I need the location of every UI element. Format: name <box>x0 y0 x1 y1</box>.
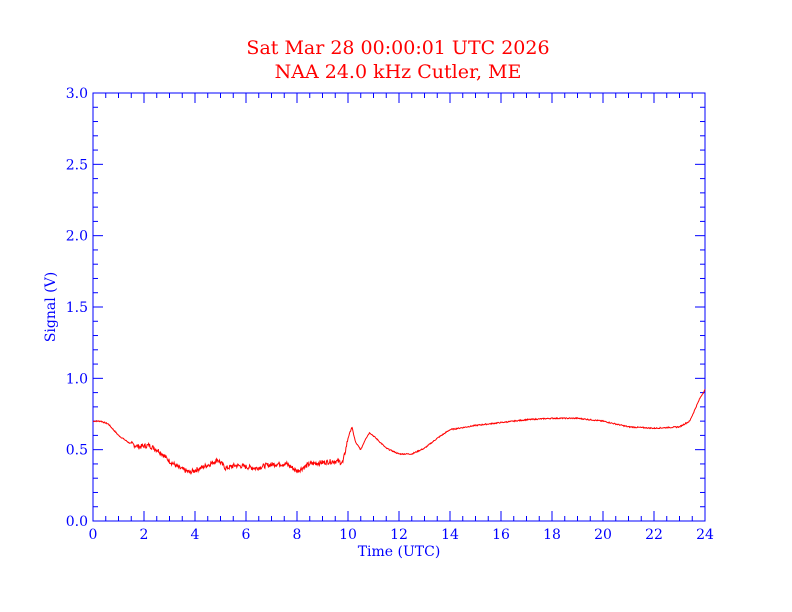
x-tick-label: 0 <box>89 527 98 543</box>
x-tick-label: 20 <box>594 527 612 543</box>
y-axis-label: Signal (V) <box>43 272 59 342</box>
x-tick-label: 4 <box>191 527 200 543</box>
x-tick-label: 24 <box>696 527 714 543</box>
x-tick-label: 2 <box>140 527 149 543</box>
y-tick-label: 0.5 <box>66 443 88 459</box>
x-tick-label: 22 <box>645 527 663 543</box>
y-tick-labels: 0.0 0.5 1.0 1.5 2.0 2.5 3.0 <box>66 86 88 530</box>
chart-subtitle: NAA 24.0 kHz Cutler, ME <box>275 61 522 83</box>
x-tick-label: 18 <box>543 527 561 543</box>
y-tick-label: 1.5 <box>66 300 88 316</box>
y-tick-label: 2.0 <box>66 229 88 245</box>
x-tick-label: 8 <box>293 527 302 543</box>
y-tick-label: 3.0 <box>66 86 88 102</box>
y-tick-label: 0.0 <box>66 514 88 530</box>
signal-series-line <box>93 389 706 475</box>
tick-marks <box>92 92 706 522</box>
x-tick-label: 12 <box>390 527 408 543</box>
chart-title: Sat Mar 28 00:00:01 UTC 2026 <box>246 37 549 59</box>
x-tick-label: 6 <box>242 527 251 543</box>
x-tick-label: 14 <box>441 527 459 543</box>
x-tick-label: 16 <box>492 527 510 543</box>
x-tick-label: 10 <box>339 527 357 543</box>
x-axis-label: Time (UTC) <box>358 544 441 560</box>
x-tick-labels: 0 2 4 6 8 10 12 14 16 18 20 22 24 <box>89 527 714 543</box>
plot-frame <box>92 92 706 522</box>
y-tick-label: 2.5 <box>66 157 88 173</box>
y-tick-label: 1.0 <box>66 371 88 387</box>
